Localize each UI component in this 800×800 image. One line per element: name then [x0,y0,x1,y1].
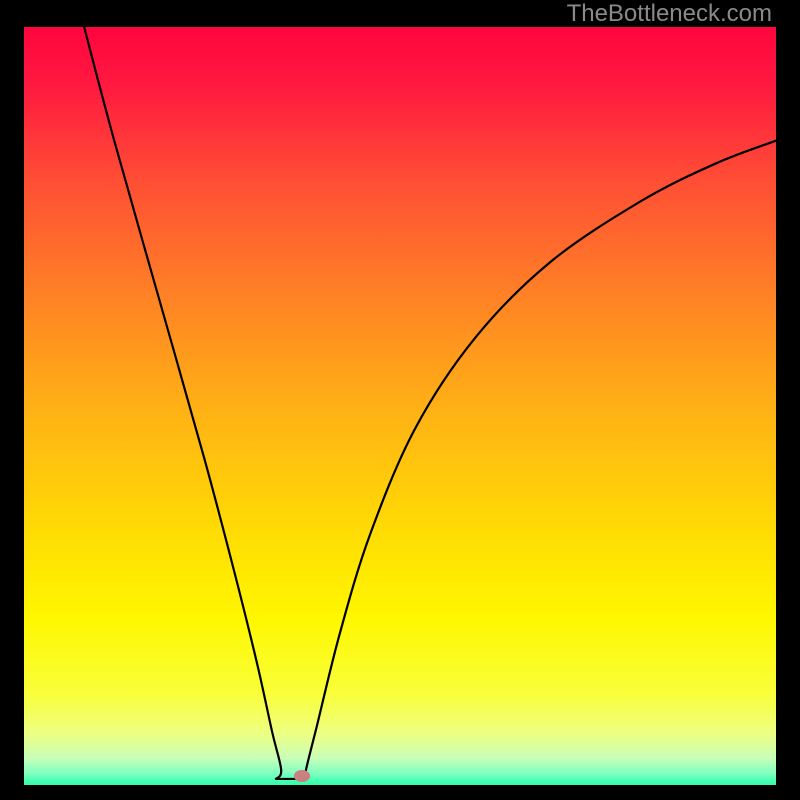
plot-area [24,27,776,785]
chart-frame: TheBottleneck.com [0,0,800,800]
bottleneck-curve [24,27,776,785]
curve-path [84,27,776,779]
watermark-text: TheBottleneck.com [567,0,772,28]
optimum-marker [294,770,310,782]
